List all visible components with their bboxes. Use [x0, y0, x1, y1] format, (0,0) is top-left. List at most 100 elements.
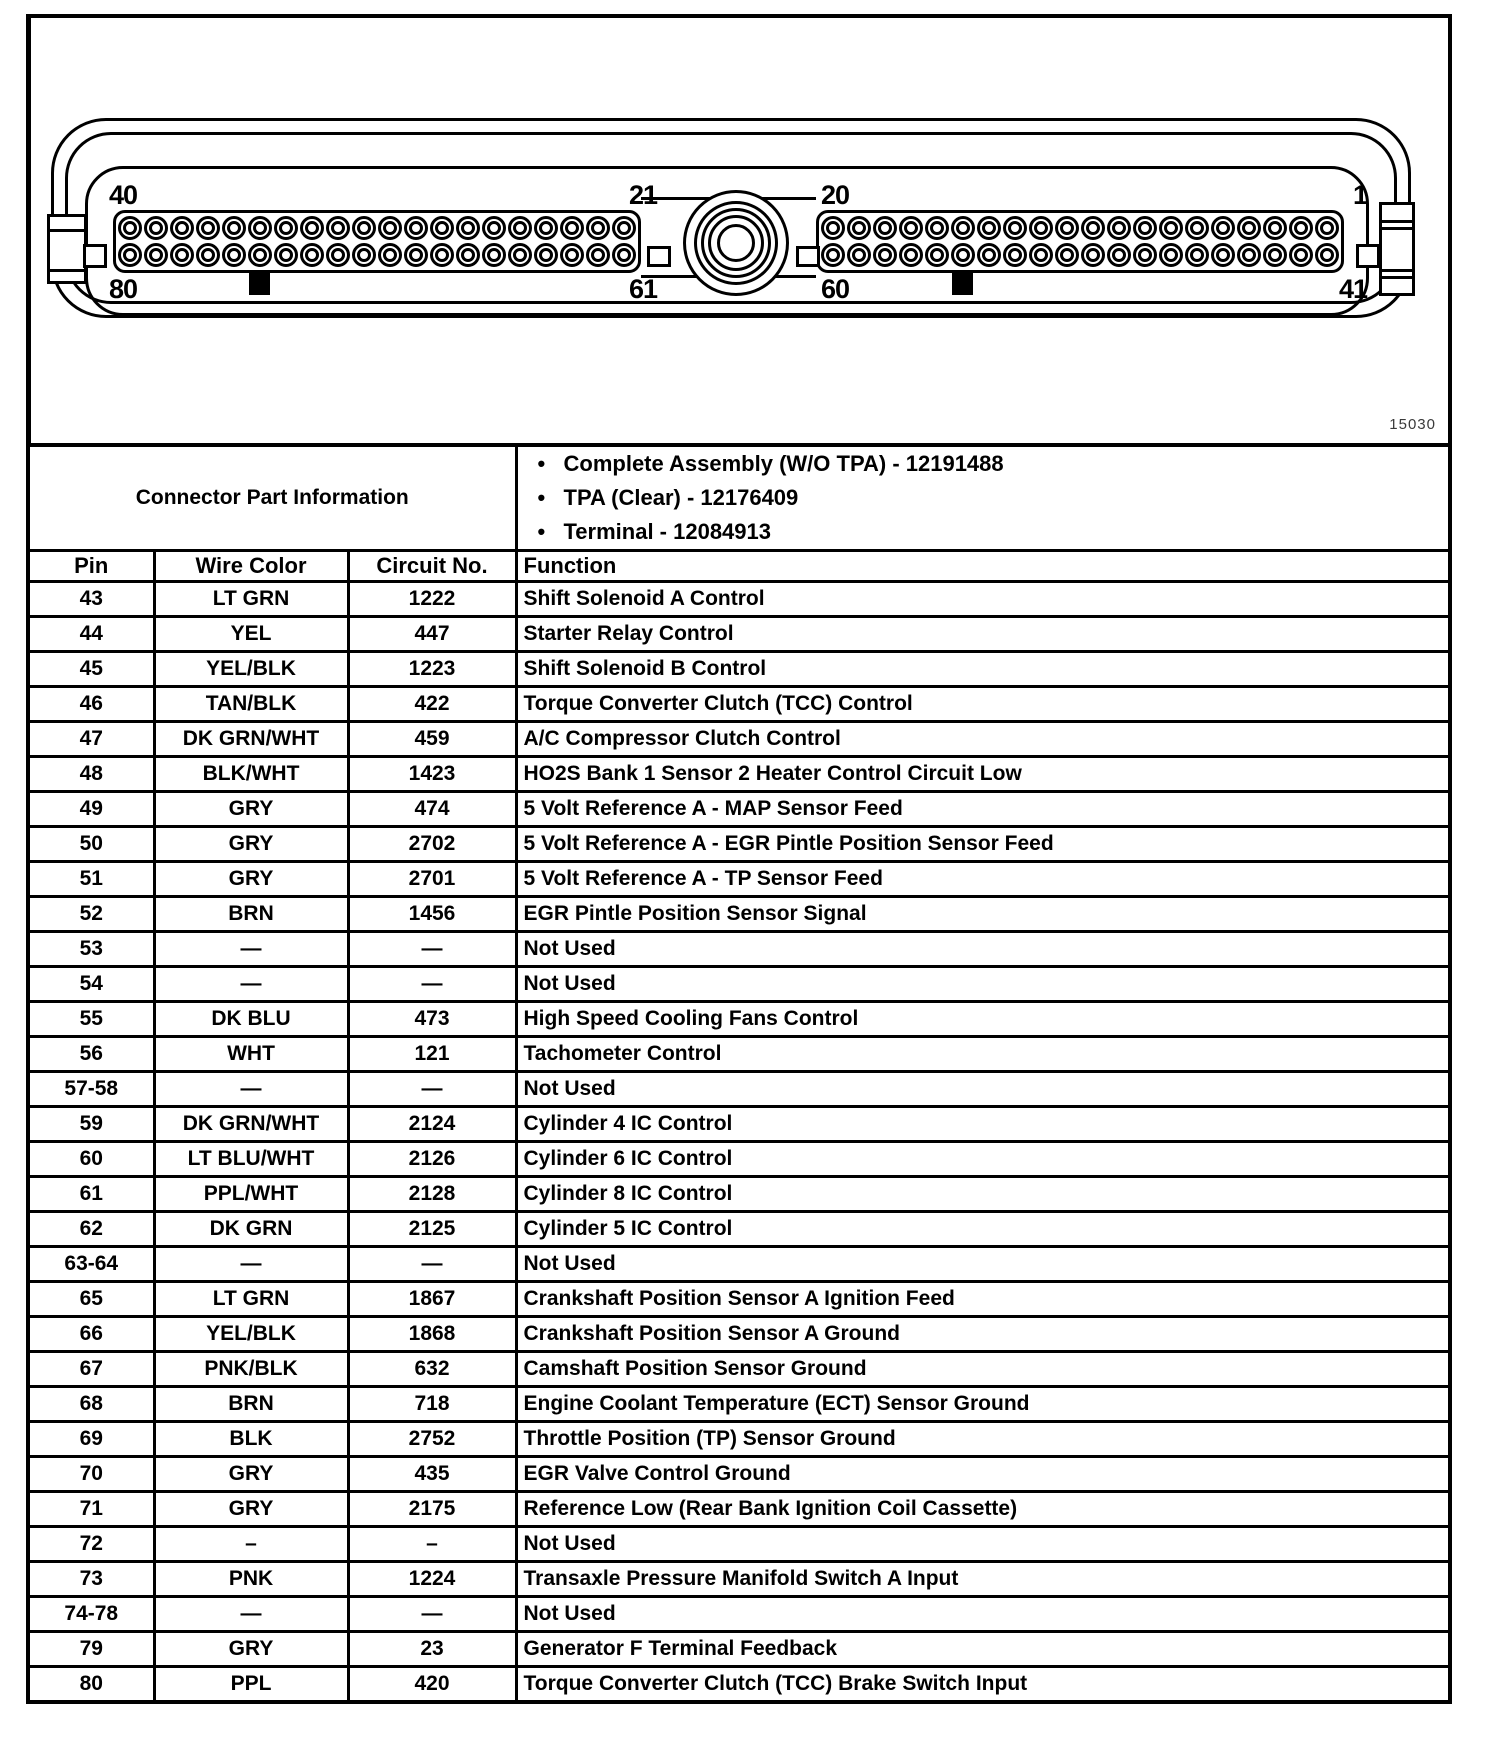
pin-socket-icon	[1055, 216, 1079, 240]
function-cell: Crankshaft Position Sensor A Ground	[514, 1315, 1452, 1353]
table-row: 53— — Not Used	[26, 930, 1452, 968]
pin-socket-icon	[170, 216, 194, 240]
pin-socket-icon	[821, 243, 845, 267]
table-row: 61 PPL/WHT 2128 Cylinder 8 IC Control	[26, 1175, 1452, 1213]
table-row: 65 LT GRN 1867 Crankshaft Position Sensor A…	[26, 1280, 1452, 1318]
pin-socket-icon	[1185, 243, 1209, 267]
wire-color-cell: —	[152, 965, 350, 1003]
column-header-function: Function	[514, 549, 1452, 583]
pin-socket-icon	[1029, 243, 1053, 267]
circuit-no-cell: 2702	[346, 825, 518, 863]
circuit-no-cell: 1868	[346, 1315, 518, 1353]
mounting-bolt-ring	[717, 224, 755, 262]
mounting-bolt-ring	[694, 201, 778, 285]
circuit-no-cell: 2701	[346, 860, 518, 898]
wire-color-cell: LT GRN	[152, 580, 350, 618]
table-row: 80 PPL 420 Torque Converter Clutch (TCC) Br…	[26, 1665, 1452, 1704]
pin-socket-icon	[847, 216, 871, 240]
pin-number-label: 80	[109, 274, 138, 304]
function-cell: Not Used	[514, 1525, 1452, 1563]
wire-color-cell: BLK/WHT	[152, 755, 350, 793]
column-header-pin: Pin	[26, 549, 156, 583]
pin-socket-icon	[1211, 243, 1235, 267]
circuit-no-cell: 2126	[346, 1140, 518, 1178]
table-row: 62 DK GRN 2125 Cylinder 5 IC Control	[26, 1210, 1452, 1248]
pin-socket-icon	[222, 216, 246, 240]
pin-socket-icon	[951, 216, 975, 240]
pin-socket-icon	[352, 243, 376, 267]
circuit-no-cell: 2124	[346, 1105, 518, 1143]
circuit-no-cell: —	[346, 1070, 518, 1108]
pin-socket-icon	[508, 243, 532, 267]
pin-socket-icon	[118, 216, 142, 240]
pin-socket-icon	[300, 216, 324, 240]
pin-socket-icon	[430, 243, 454, 267]
table-row: 48 BLK/WHT 1423 HO2S Bank 1 Sensor 2 Heater…	[26, 755, 1452, 793]
pin-cell: 63-64	[26, 1245, 156, 1283]
wire-color-cell: —	[152, 1070, 350, 1108]
circuit-no-cell: –	[346, 1525, 518, 1563]
pin-socket-icon	[847, 243, 871, 267]
table-row: 56 WHT 121 Tachometer Control	[26, 1035, 1452, 1073]
wire-color-cell: YEL/BLK	[152, 650, 350, 688]
table-row: 63-64— — Not Used	[26, 1245, 1452, 1283]
circuit-no-cell: 121	[346, 1035, 518, 1073]
table-row: 68 BRN 718 Engine Coolant Temperature (ECT)…	[26, 1385, 1452, 1423]
pin-number-label: 60	[821, 274, 850, 304]
circuit-no-cell: 718	[346, 1385, 518, 1423]
function-cell: Generator F Terminal Feedback	[514, 1630, 1452, 1668]
pin-socket-icon	[1107, 216, 1131, 240]
pin-socket-icon	[1211, 216, 1235, 240]
function-cell: HO2S Bank 1 Sensor 2 Heater Control Circ…	[514, 755, 1452, 793]
pin-cell: 67	[26, 1350, 156, 1388]
table-row: 46 TAN/BLK 422 Torque Converter Clutch (TCC…	[26, 685, 1452, 723]
pin-socket-icon	[118, 243, 142, 267]
circuit-no-cell: 2752	[346, 1420, 518, 1458]
circuit-no-cell: 473	[346, 1000, 518, 1038]
pin-cell: 43	[26, 580, 156, 618]
pin-cell: 54	[26, 965, 156, 1003]
pin-row	[116, 243, 638, 267]
pin-cell: 53	[26, 930, 156, 968]
pin-socket-icon	[144, 216, 168, 240]
pin-socket-icon	[196, 243, 220, 267]
circuit-no-cell: 2175	[346, 1490, 518, 1528]
pin-socket-icon	[222, 243, 246, 267]
wire-color-cell: DK GRN/WHT	[152, 1105, 350, 1143]
pin-socket-icon	[430, 216, 454, 240]
function-cell: Cylinder 6 IC Control	[514, 1140, 1452, 1178]
pin-socket-icon	[1081, 243, 1105, 267]
pin-socket-icon	[1185, 216, 1209, 240]
pin-socket-icon	[1003, 216, 1027, 240]
pin-socket-icon	[560, 216, 584, 240]
table-row: 47 DK GRN/WHT 459 A/C Compressor Clutch Con…	[26, 720, 1452, 758]
pin-socket-icon	[612, 216, 636, 240]
alignment-tab-icon	[647, 246, 671, 267]
pin-socket-icon	[1159, 216, 1183, 240]
pin-socket-icon	[274, 216, 298, 240]
wire-color-cell: PNK	[152, 1560, 350, 1598]
pin-socket-icon	[144, 243, 168, 267]
pin-socket-icon	[560, 243, 584, 267]
wire-color-cell: GRY	[152, 860, 350, 898]
table-row: 44 YEL 447 Starter Relay Control	[26, 615, 1452, 653]
table-row: 52 BRN 1456 EGR Pintle Position Sensor Sign…	[26, 895, 1452, 933]
function-cell: Starter Relay Control	[514, 615, 1452, 653]
table-row: 66 YEL/BLK 1868 Crankshaft Position Sensor …	[26, 1315, 1452, 1353]
wire-color-cell: BRN	[152, 1385, 350, 1423]
circuit-no-cell: 1456	[346, 895, 518, 933]
pin-cell: 68	[26, 1385, 156, 1423]
pin-socket-icon	[873, 243, 897, 267]
pin-socket-icon	[1133, 243, 1157, 267]
pin-cell: 52	[26, 895, 156, 933]
table-row: 43 LT GRN 1222 Shift Solenoid A Control	[26, 580, 1452, 618]
pin-socket-icon	[456, 243, 480, 267]
function-cell: High Speed Cooling Fans Control	[514, 1000, 1452, 1038]
table-row: 60 LT BLU/WHT 2126 Cylinder 6 IC Control	[26, 1140, 1452, 1178]
pin-socket-icon	[534, 243, 558, 267]
pin-number-label: 40	[109, 180, 138, 210]
pin-number-label: 61	[629, 274, 658, 304]
table-row: 71 GRY 2175 Reference Low (Rear Bank Igniti…	[26, 1490, 1452, 1528]
pin-socket-icon	[1289, 243, 1313, 267]
